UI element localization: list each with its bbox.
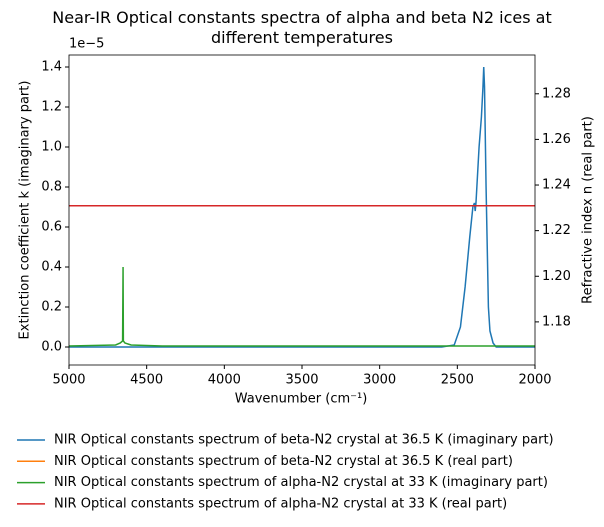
series-line (69, 266, 535, 347)
x-tick-label: 2500 (441, 373, 474, 388)
legend-label: NIR Optical constants spectrum of beta-N… (54, 454, 513, 469)
y2-tick-label: 1.26 (542, 132, 571, 147)
chart-title: Near-IR Optical constants spectra of alp… (52, 8, 552, 47)
y2-tick-label: 1.28 (542, 86, 571, 101)
x-tick-label: 4500 (130, 373, 163, 388)
y2-tick-label: 1.22 (542, 223, 571, 238)
y-tick-label: 0.2 (41, 300, 62, 315)
y-tick-label: 1.2 (41, 100, 62, 115)
plot-frame (68, 54, 536, 366)
x-tick-label: 3500 (285, 373, 318, 388)
y-tick-label: 0.6 (41, 220, 62, 235)
y-tick-label: 1.0 (41, 140, 62, 155)
legend-label: NIR Optical constants spectrum of alpha-… (54, 496, 507, 511)
x-tick-label: 3000 (363, 373, 396, 388)
y-axis-label: Extinction coefficient k (imaginary part… (18, 81, 33, 340)
y-offset-text: 1e−5 (69, 37, 104, 52)
x-axis-label: Wavenumber (cm⁻¹) (235, 392, 368, 407)
y2-tick-label: 1.18 (542, 314, 571, 329)
y-tick-label: 1.4 (41, 60, 62, 75)
y2-axis-label: Refractive index n (real part) (581, 116, 596, 304)
legend-label: NIR Optical constants spectrum of alpha-… (54, 475, 548, 490)
y-tick-label: 0.4 (41, 260, 62, 275)
x-tick-label: 2000 (518, 373, 551, 388)
x-tick-label: 5000 (52, 373, 85, 388)
y-tick-label: 0.8 (41, 180, 62, 195)
y2-tick-label: 1.20 (542, 269, 571, 284)
y2-tick-label: 1.24 (542, 178, 571, 193)
x-tick-label: 4000 (208, 373, 241, 388)
series-line (69, 66, 535, 348)
y-tick-label: 0.0 (41, 340, 62, 355)
legend-label: NIR Optical constants spectrum of beta-N… (54, 433, 554, 448)
